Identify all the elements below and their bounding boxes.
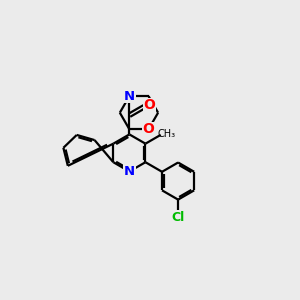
Text: N: N (124, 90, 135, 103)
Text: O: O (143, 98, 155, 112)
Text: N: N (124, 165, 135, 178)
Text: Cl: Cl (172, 211, 185, 224)
Text: O: O (142, 122, 154, 136)
Text: CH₃: CH₃ (157, 129, 176, 139)
